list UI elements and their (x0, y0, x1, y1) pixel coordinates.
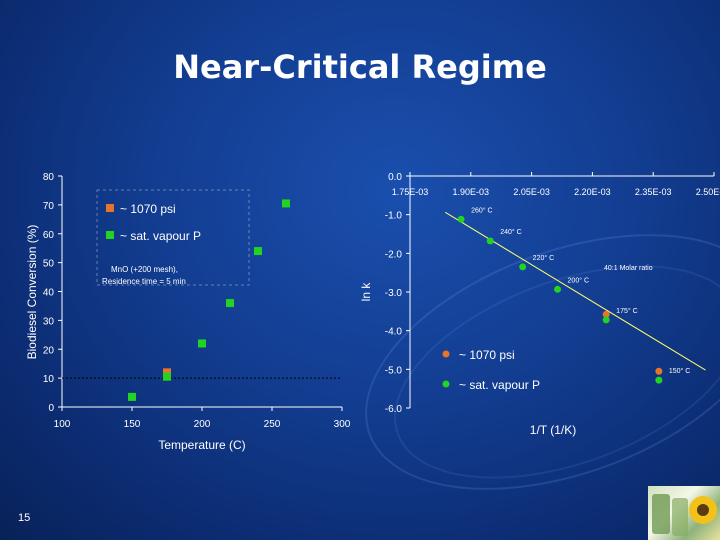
x-tick-label: 200 (194, 419, 211, 430)
data-point (655, 376, 663, 384)
slide-number: 15 (18, 512, 31, 524)
y-tick-label: -5.0 (385, 365, 403, 376)
y-tick-label: 40 (43, 288, 55, 299)
legend-marker-1070psi (442, 350, 450, 358)
y-tick-label: 20 (43, 345, 55, 356)
temperature-label: 260° C (471, 206, 492, 214)
data-point (457, 215, 465, 223)
x-tick-label: 150 (124, 419, 141, 430)
x-tick-label: 2.05E-03 (513, 187, 550, 197)
molar-ratio-note: 40:1 Molar ratio (604, 265, 653, 272)
y-tick-label: 30 (43, 316, 55, 327)
fit-line (445, 211, 706, 371)
y-axis-label: Biodiesel Conversion (%) (25, 225, 39, 360)
data-point (226, 299, 234, 308)
data-point (254, 247, 262, 256)
slide-title: Near-Critical Regime (173, 48, 547, 86)
sunflower-photo (648, 486, 720, 540)
temperature-label: 150° C (669, 367, 690, 375)
data-point (554, 285, 562, 293)
temperature-label: 200° C (568, 276, 589, 284)
temperature-label: 175° C (616, 307, 637, 315)
y-tick-label: 70 (43, 201, 55, 212)
legend-label-sat-vapour: ~ sat. vapour P (120, 229, 201, 243)
annotation-line-1: MnO (+200 mesh), (111, 265, 178, 274)
sunflower-icon (652, 494, 717, 536)
data-point (163, 368, 171, 377)
data-point (486, 237, 494, 245)
data-point (519, 263, 527, 271)
data-point (655, 367, 663, 375)
y-tick-label: 60 (43, 230, 55, 241)
y-tick-label: 0 (48, 403, 54, 414)
temperature-label: 240° C (500, 228, 521, 236)
data-point (198, 339, 206, 348)
y-tick-label: -4.0 (385, 327, 403, 338)
y-tick-label: 0.0 (388, 172, 402, 183)
y-tick-label: -3.0 (385, 288, 403, 299)
legend-label-sat-vapour: ~ sat. vapour P (459, 378, 540, 392)
x-tick-label: 1.90E-03 (453, 187, 490, 197)
temperature-label: 220° C (533, 254, 554, 262)
x-tick-label: 250 (264, 419, 281, 430)
y-tick-label: -6.0 (385, 404, 403, 415)
x-tick-label: 300 (334, 419, 351, 430)
legend-label-1070psi: ~ 1070 psi (120, 202, 176, 216)
legend-marker-sat-vapour (106, 231, 114, 239)
data-point (128, 392, 136, 401)
legend-marker-sat-vapour (442, 380, 450, 388)
data-point (602, 310, 610, 318)
legend-label-1070psi: ~ 1070 psi (459, 348, 515, 362)
y-tick-label: 10 (43, 374, 55, 385)
y-tick-label: -2.0 (385, 249, 403, 260)
data-point (163, 372, 171, 381)
legend-marker-1070psi (106, 204, 114, 212)
y-tick-label: 80 (43, 172, 55, 183)
x-tick-label: 100 (54, 419, 71, 430)
y-tick-label: -1.0 (385, 211, 403, 222)
data-point (602, 316, 610, 324)
data-point (282, 199, 290, 208)
x-tick-label: 2.50E-03 (696, 187, 720, 197)
x-axis-label: Temperature (C) (158, 438, 245, 452)
x-tick-label: 2.35E-03 (635, 187, 672, 197)
x-tick-label: 2.20E-03 (574, 187, 611, 197)
x-axis-label: 1/T (1/K) (530, 423, 576, 437)
annotation-line-2: Residence time = 5 min (102, 277, 186, 286)
y-axis-label: ln k (359, 282, 373, 302)
x-tick-label: 1.75E-03 (392, 187, 429, 197)
y-tick-label: 50 (43, 259, 55, 270)
legend-box (96, 189, 250, 286)
